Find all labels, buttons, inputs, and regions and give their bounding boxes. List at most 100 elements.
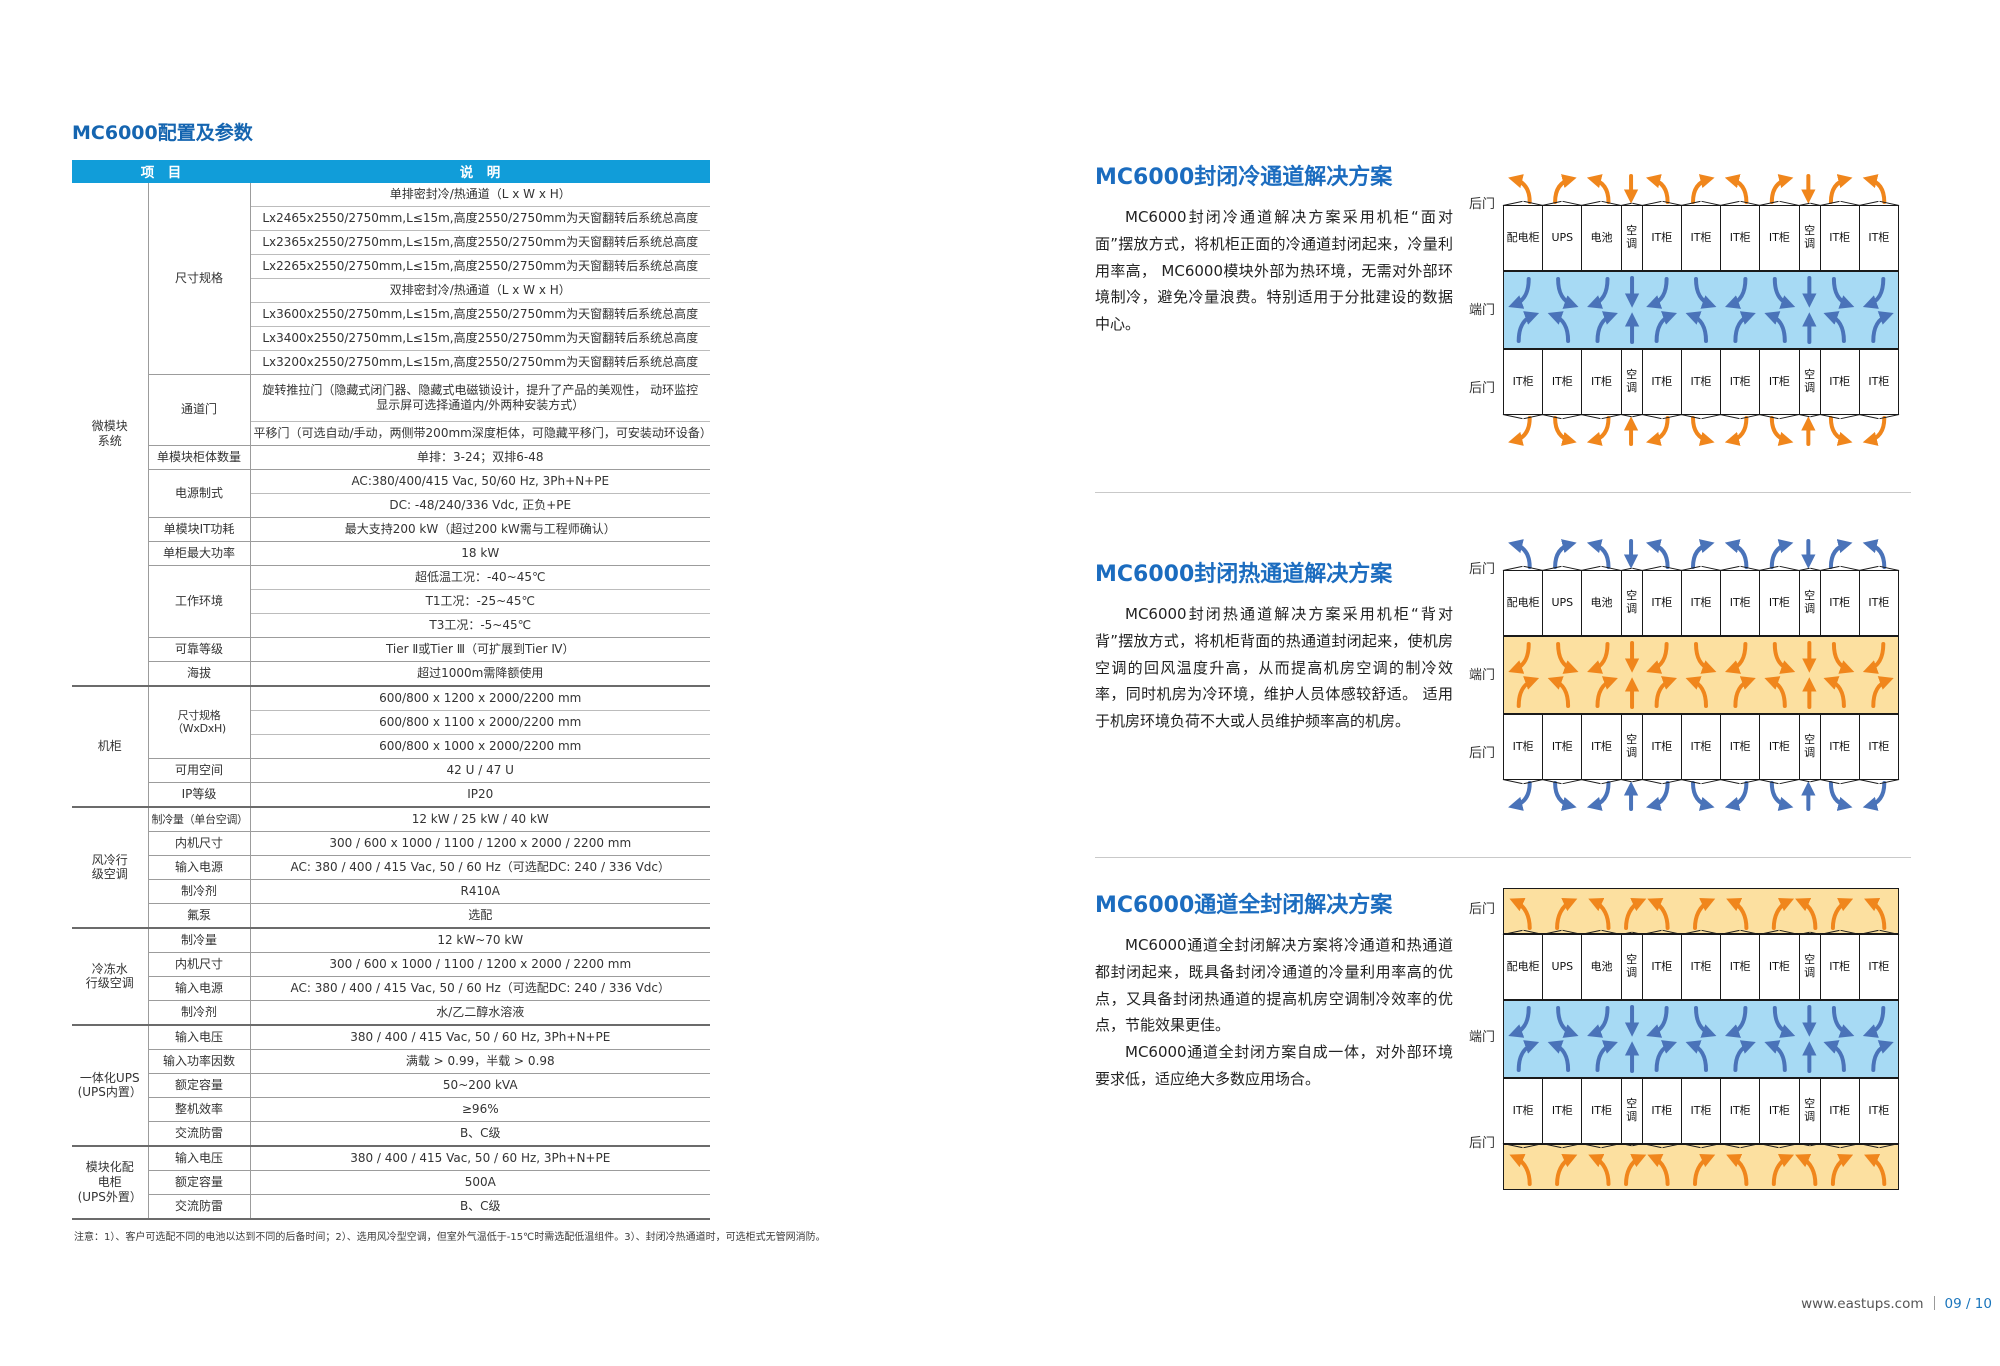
spec-group-label: 微模块 系统 bbox=[72, 182, 149, 686]
outside-airflow bbox=[1503, 415, 1899, 447]
spec-item-label: 通道门 bbox=[148, 373, 251, 446]
cabinet-label: 电池 bbox=[1590, 959, 1613, 973]
spec-value: B、C级 bbox=[250, 1193, 710, 1219]
cabinet: IT柜 bbox=[1680, 934, 1722, 1000]
spec-value: 12 kW~70 kW bbox=[250, 926, 710, 953]
cabinet: IT柜 bbox=[1542, 714, 1583, 780]
spec-value: AC: 380 / 400 / 415 Vac, 50 / 60 Hz（可选配D… bbox=[250, 854, 710, 880]
cabinet: 电池 bbox=[1581, 570, 1622, 636]
cabinet: IT柜 bbox=[1759, 205, 1800, 271]
door-label: 端门 bbox=[1468, 668, 1495, 683]
solution-section: MC6000封闭热通道解决方案 MC6000封闭热通道解决方案采用机柜“背对背”摆… bbox=[1095, 562, 1453, 735]
spec-value: Lx2365x2550/2750mm,L≤15m,高度2550/2750mm为天… bbox=[250, 229, 710, 255]
spec-item-label: 可用空间 bbox=[148, 757, 251, 783]
cabinet: IT柜 bbox=[1542, 1078, 1583, 1144]
spec-value: 超低温工况：-40~45℃ bbox=[250, 564, 710, 590]
cabinet-label: IT柜 bbox=[1651, 230, 1673, 244]
cabinet-label: 空调 bbox=[1626, 953, 1638, 979]
spec-value: 超过1000m需降额使用 bbox=[250, 660, 710, 686]
table-row: Lx3600x2550/2750mm,L≤15m,高度2550/2750mm为天… bbox=[72, 301, 710, 327]
spec-item-label: 输入电源 bbox=[148, 975, 251, 1001]
cabinet-label: IT柜 bbox=[1690, 230, 1712, 244]
spec-table-body: 微模块 系统 尺寸规格 单排密封冷/热通道（L x W x H） Lx2465x255… bbox=[72, 182, 712, 1219]
table-row: 海拔 超过1000m需降额使用 bbox=[72, 660, 710, 686]
airflow-arrows bbox=[1508, 174, 1887, 204]
cabinet-label: IT柜 bbox=[1829, 374, 1851, 388]
table-row: 通道门 旋转推拉门（隐藏式闭门器、隐藏式电磁锁设计，提升了产品的美观性， 动环监控… bbox=[72, 373, 710, 446]
cabinet-label: IT柜 bbox=[1651, 959, 1673, 973]
page-title: MC6000配置及参数 bbox=[72, 122, 253, 144]
cabinet: 空调 bbox=[1620, 205, 1643, 271]
spec-value: 50~200 kVA bbox=[250, 1072, 710, 1098]
airflow-arrows bbox=[1508, 641, 1894, 709]
cabinet: IT柜 bbox=[1858, 934, 1900, 1000]
cabinet-label: 电池 bbox=[1590, 595, 1613, 609]
cabinet: IT柜 bbox=[1858, 205, 1900, 271]
airflow-arrows bbox=[1508, 539, 1887, 569]
table-row: Lx2465x2550/2750mm,L≤15m,高度2550/2750mm为天… bbox=[72, 205, 710, 231]
cabinet: IT柜 bbox=[1759, 1078, 1800, 1144]
table-row: 双排密封冷/热通道（L x W x H） bbox=[72, 277, 710, 303]
airflow-arrows bbox=[1508, 781, 1887, 811]
cabinet: IT柜 bbox=[1542, 349, 1583, 415]
door-label: 后门 bbox=[1468, 902, 1495, 917]
cabinet: IT柜 bbox=[1858, 349, 1900, 415]
spec-item-label: 输入电压 bbox=[148, 1144, 251, 1171]
cabinet: IT柜 bbox=[1819, 934, 1860, 1000]
cabinet: IT柜 bbox=[1819, 714, 1860, 780]
page-footer: www.eastups.com 09 / 10 bbox=[1600, 1296, 1992, 1312]
spec-value: 满载 > 0.99，半载 > 0.98 bbox=[250, 1048, 710, 1074]
spec-value: 600/800 x 1100 x 2000/2200 mm bbox=[250, 709, 710, 735]
table-row: 冷冻水 行级空调 制冷量 12 kW~70 kW bbox=[72, 926, 710, 1025]
cabinet-label: IT柜 bbox=[1768, 1103, 1790, 1117]
spec-value: 单排密封冷/热通道（L x W x H） bbox=[389, 186, 571, 201]
cabinet-row: IT柜 IT柜 IT柜 空调 IT柜 IT柜 IT柜 IT柜 空调 IT柜 IT柜 bbox=[1503, 1078, 1900, 1144]
spec-value: B、C级 bbox=[250, 1120, 710, 1146]
table-row: Lx2265x2550/2750mm,L≤15m,高度2550/2750mm为天… bbox=[72, 253, 710, 279]
door-label: 后门 bbox=[1468, 746, 1495, 761]
section-title: MC6000封闭冷通道解决方案 bbox=[1095, 165, 1393, 190]
table-row: 制冷剂 水/乙二醇水溶液 bbox=[72, 999, 710, 1025]
table-row: 一体化UPS (UPS内置） 输入电压 380 / 400 / 415 Vac, 5… bbox=[72, 1023, 710, 1146]
cabinet: 电池 bbox=[1581, 934, 1622, 1000]
airflow-arrows bbox=[1508, 1005, 1894, 1073]
cabinet: IT柜 bbox=[1720, 349, 1761, 415]
cabinet-label: IT柜 bbox=[1768, 595, 1790, 609]
cabinet: UPS bbox=[1542, 205, 1583, 271]
table-row: 输入功率因数 满载 > 0.99，半载 > 0.98 bbox=[72, 1048, 710, 1074]
section-divider bbox=[1095, 492, 1911, 493]
door-label: 端门 bbox=[1468, 1030, 1495, 1045]
door-label: 后门 bbox=[1468, 1136, 1495, 1151]
cabinet: IT柜 bbox=[1819, 349, 1860, 415]
spec-value: 600/800 x 1000 x 2000/2200 mm bbox=[250, 733, 710, 759]
cabinet-label: IT柜 bbox=[1729, 230, 1751, 244]
cabinet-label: IT柜 bbox=[1729, 595, 1751, 609]
table-row: 机柜 尺寸规格 （WxDxH) 600/800 x 1200 x 2000/2200… bbox=[72, 684, 710, 807]
table-row: 制冷剂 R410A bbox=[72, 878, 710, 904]
door-label: 后门 bbox=[1468, 381, 1495, 396]
spec-value: 300 / 600 x 1000 / 1100 / 1200 x 2000 / … bbox=[250, 951, 710, 977]
table-row: 单柜最大功率 18 kW bbox=[72, 540, 710, 566]
table-row: 平移门（可选自动/手动，两侧带200mm深度柜体，可隐藏平移门，可安装动环设备） bbox=[72, 420, 712, 446]
cabinet-row: IT柜 IT柜 IT柜 空调 IT柜 IT柜 IT柜 IT柜 空调 IT柜 IT柜 bbox=[1503, 349, 1900, 415]
cabinet-label: IT柜 bbox=[1651, 374, 1673, 388]
cabinet-label: IT柜 bbox=[1651, 595, 1673, 609]
spec-item-label: 交流防雷 bbox=[148, 1193, 251, 1219]
spec-value: 旋转推拉门（隐藏式闭门器、隐藏式电磁锁设计，提升了产品的美观性， 动环监控 显示屏… bbox=[250, 373, 710, 422]
cabinet-label: IT柜 bbox=[1729, 374, 1751, 388]
table-row: 输入电源 AC: 380 / 400 / 415 Vac, 50 / 60 Hz（… bbox=[72, 975, 710, 1001]
cabinet: 空调 bbox=[1620, 349, 1643, 415]
cabinet-label: 空调 bbox=[1626, 224, 1638, 250]
section-title: MC6000封闭热通道解决方案 bbox=[1095, 562, 1393, 587]
aisle-band bbox=[1503, 271, 1899, 349]
airflow-diagram: 配电柜 UPS 电池 空调 IT柜 IT柜 IT柜 IT柜 空调 IT柜 IT柜 IT柜 IT柜 IT柜空… bbox=[1469, 888, 1900, 1190]
cabinet-label: 配电柜 bbox=[1506, 959, 1540, 973]
cabinet-label: 空调 bbox=[1626, 733, 1638, 759]
cabinet-label: IT柜 bbox=[1512, 739, 1534, 753]
spec-item-label: IP等级 bbox=[148, 781, 251, 807]
solution-section: MC6000封闭冷通道解决方案 MC6000封闭冷通道解决方案采用机柜“面对面”摆… bbox=[1095, 165, 1453, 338]
aisle-band bbox=[1503, 636, 1899, 714]
cabinet-label: UPS bbox=[1551, 230, 1574, 244]
table-row: T3工况：-5~45℃ bbox=[72, 612, 710, 638]
